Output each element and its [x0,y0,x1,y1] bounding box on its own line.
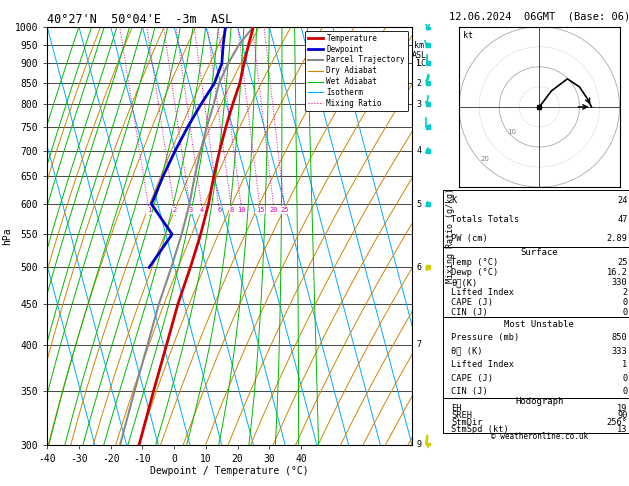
Text: EH: EH [451,404,462,413]
Text: 330: 330 [612,278,628,287]
Text: θᴄ (K): θᴄ (K) [451,347,482,356]
Text: 7: 7 [416,340,421,349]
Text: 12.06.2024  06GMT  (Base: 06): 12.06.2024 06GMT (Base: 06) [448,12,629,22]
Text: 16.2: 16.2 [606,268,628,277]
Text: 2: 2 [622,288,628,297]
Text: 6: 6 [217,207,221,213]
Text: 90: 90 [617,411,628,420]
Bar [443,190,629,247]
Text: 8: 8 [230,207,234,213]
Bar [443,247,629,317]
Text: 1: 1 [147,207,151,213]
Text: SREH: SREH [451,411,472,420]
Text: 333: 333 [612,347,628,356]
Text: 0: 0 [622,374,628,383]
Text: 10: 10 [508,129,516,135]
Text: StmSpd (kt): StmSpd (kt) [451,425,509,434]
Text: 13: 13 [617,425,628,434]
Text: 4: 4 [416,146,421,155]
Text: kt: kt [463,31,473,40]
Text: 256°: 256° [606,418,628,427]
Text: θᴄ(K): θᴄ(K) [451,278,477,287]
Text: Most Unstable: Most Unstable [504,320,574,329]
Text: km
ASL: km ASL [411,41,426,60]
Text: StmDir: StmDir [451,418,482,427]
Text: Mixing Ratio (g/kg): Mixing Ratio (g/kg) [447,188,455,283]
Text: 3: 3 [188,207,192,213]
Text: 10: 10 [238,207,246,213]
Text: CAPE (J): CAPE (J) [451,374,493,383]
Text: LCL: LCL [416,59,431,68]
Text: Pressure (mb): Pressure (mb) [451,333,520,342]
Text: 15: 15 [256,207,265,213]
Text: 47: 47 [617,215,628,224]
X-axis label: Dewpoint / Temperature (°C): Dewpoint / Temperature (°C) [150,467,309,476]
Text: 25: 25 [617,258,628,267]
Text: 850: 850 [612,333,628,342]
Bar [443,317,629,398]
Text: Lifted Index: Lifted Index [451,288,514,297]
Text: 5: 5 [416,200,421,208]
Text: 40°27'N  50°04'E  -3m  ASL: 40°27'N 50°04'E -3m ASL [47,13,233,26]
Text: 9: 9 [416,440,421,449]
Text: 4: 4 [200,207,204,213]
Text: 1: 1 [416,59,421,68]
Text: 20: 20 [270,207,278,213]
Text: 24: 24 [617,196,628,205]
Text: 0: 0 [622,387,628,396]
Text: 25: 25 [281,207,289,213]
Text: Dewp (°C): Dewp (°C) [451,268,498,277]
Text: Temp (°C): Temp (°C) [451,258,498,267]
Text: 2.89: 2.89 [606,234,628,243]
Text: © weatheronline.co.uk: © weatheronline.co.uk [491,432,588,441]
Text: CAPE (J): CAPE (J) [451,298,493,307]
Text: 1: 1 [622,360,628,369]
Text: Lifted Index: Lifted Index [451,360,514,369]
Text: 6: 6 [416,263,421,272]
Text: Totals Totals: Totals Totals [451,215,520,224]
Text: 2: 2 [416,79,421,87]
Text: 0: 0 [622,298,628,307]
Text: 0: 0 [622,308,628,317]
Text: PW (cm): PW (cm) [451,234,488,243]
Text: 19: 19 [617,404,628,413]
Text: 20: 20 [481,156,489,162]
Text: CIN (J): CIN (J) [451,308,488,317]
Text: Surface: Surface [521,248,558,258]
Text: CIN (J): CIN (J) [451,387,488,396]
Text: K: K [451,196,457,205]
Legend: Temperature, Dewpoint, Parcel Trajectory, Dry Adiabat, Wet Adiabat, Isotherm, Mi: Temperature, Dewpoint, Parcel Trajectory… [305,31,408,111]
Y-axis label: hPa: hPa [2,227,12,244]
Text: Hodograph: Hodograph [515,397,564,406]
Text: 3: 3 [416,100,421,109]
Bar [443,398,629,433]
Text: 2: 2 [172,207,177,213]
